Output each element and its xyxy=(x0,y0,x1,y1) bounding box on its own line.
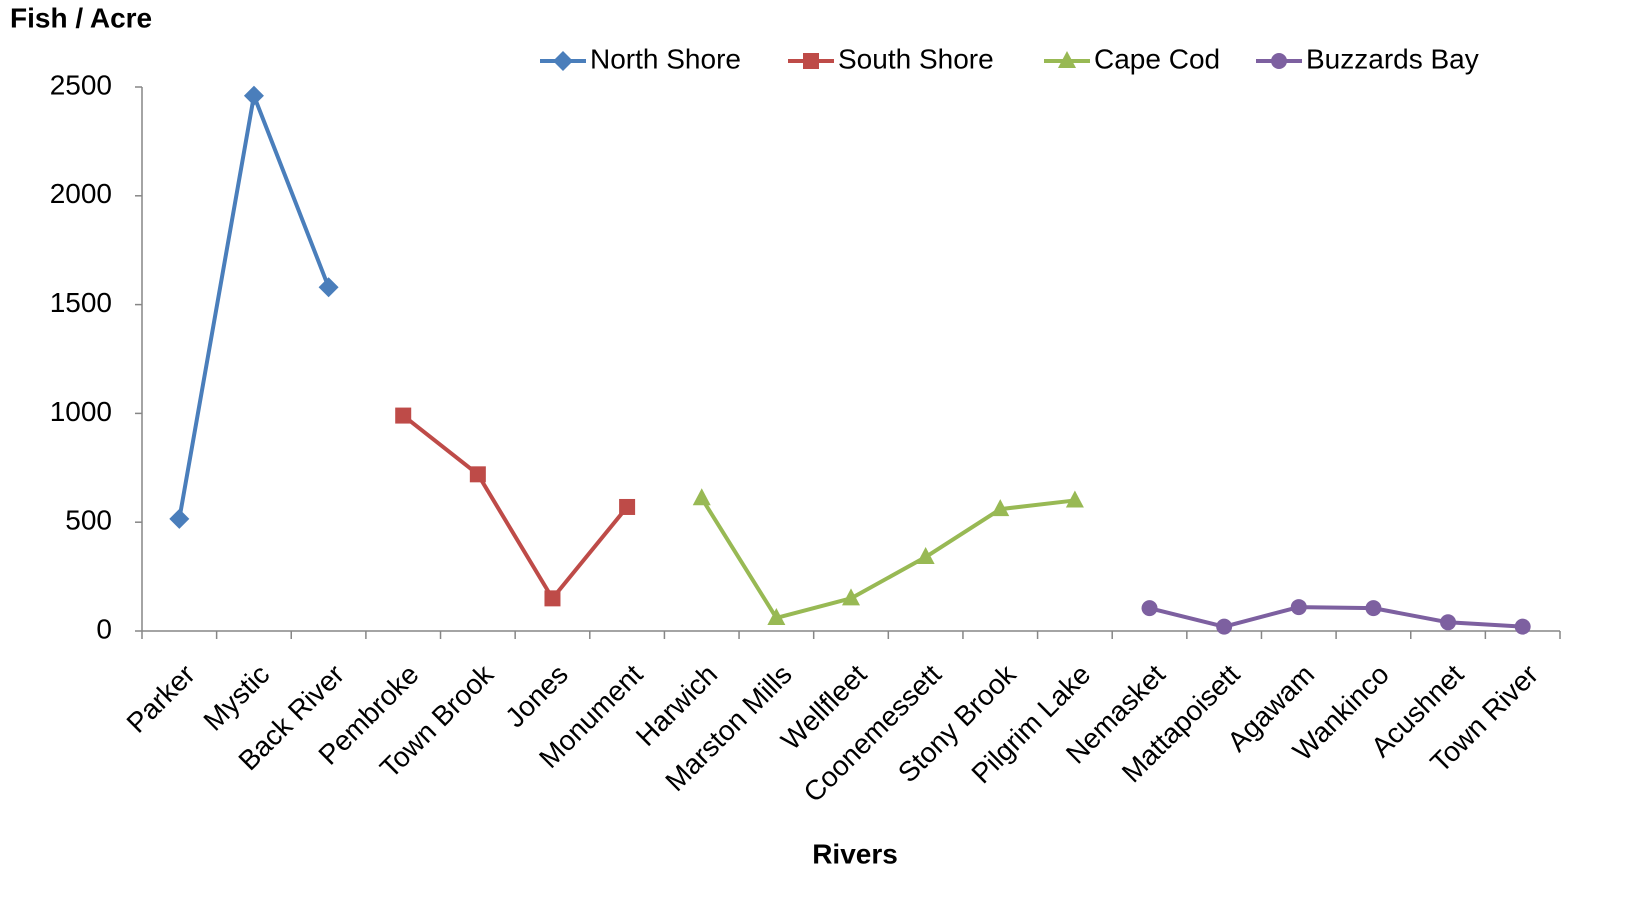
legend-marker xyxy=(553,51,573,71)
data-point xyxy=(318,277,339,298)
y-tick-label: 2500 xyxy=(50,69,112,100)
y-tick-label: 0 xyxy=(96,613,112,644)
legend-marker xyxy=(1058,51,1076,68)
data-point xyxy=(991,499,1010,517)
series-line xyxy=(1149,605,1523,629)
data-point xyxy=(1141,600,1158,617)
legend-label: Cape Cod xyxy=(1094,43,1220,74)
data-point xyxy=(544,590,561,607)
data-point xyxy=(469,466,486,483)
x-tick-label: Parker xyxy=(121,659,201,739)
legend-marker xyxy=(1271,53,1287,69)
data-point xyxy=(169,508,190,529)
data-point xyxy=(1365,600,1382,617)
y-tick-label: 500 xyxy=(65,505,112,536)
data-point xyxy=(1216,618,1233,635)
series-line xyxy=(700,497,1076,620)
data-point xyxy=(619,498,636,515)
data-point xyxy=(842,588,860,606)
data-point xyxy=(916,547,935,565)
legend-marker xyxy=(803,53,819,69)
x-axis-title: Rivers xyxy=(812,838,898,869)
series-line xyxy=(177,93,331,520)
series-line xyxy=(401,414,629,601)
data-point xyxy=(692,488,711,506)
legend-label: Buzzards Bay xyxy=(1306,43,1479,74)
data-point xyxy=(1514,618,1531,635)
y-tick-label: 1500 xyxy=(50,287,112,318)
data-point xyxy=(1065,490,1084,508)
y-tick-label: 1000 xyxy=(50,396,112,427)
data-point xyxy=(767,607,786,625)
y-tick-label: 2000 xyxy=(50,178,112,209)
legend-label: South Shore xyxy=(838,43,994,74)
data-point xyxy=(395,407,412,424)
data-point xyxy=(243,85,264,106)
data-point xyxy=(1440,614,1457,631)
data-point xyxy=(1290,599,1307,616)
legend-label: North Shore xyxy=(590,43,741,74)
y-axis-title: Fish / Acre xyxy=(10,2,152,33)
